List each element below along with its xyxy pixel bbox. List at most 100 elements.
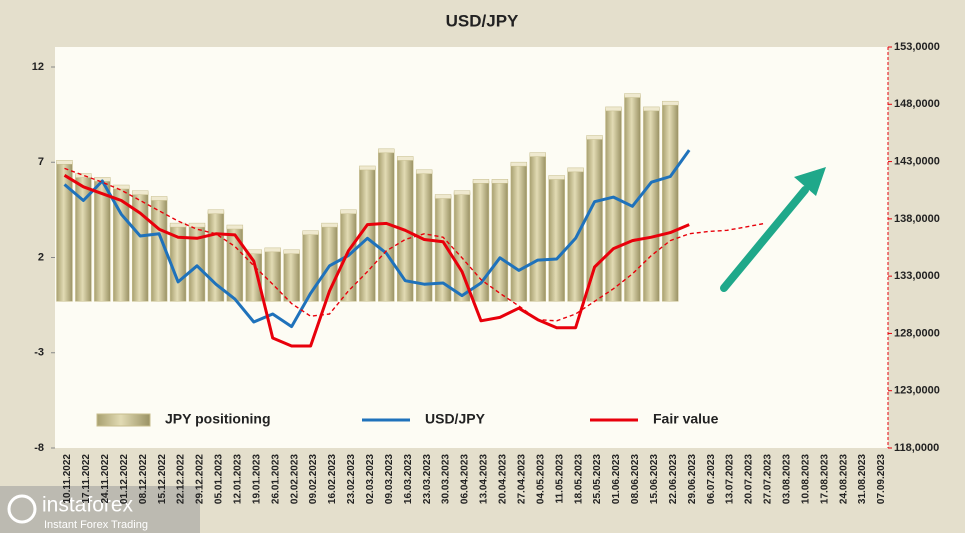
logo-subtext: Instant Forex Trading xyxy=(44,519,148,531)
x-tick-label: 22.06.2023 xyxy=(668,454,679,504)
bar xyxy=(643,108,660,302)
x-tick-label: 08.06.2023 xyxy=(630,454,641,504)
x-tick-label: 06.07.2023 xyxy=(706,454,717,504)
bar xyxy=(548,177,565,302)
x-tick-label: 25.05.2023 xyxy=(592,454,603,504)
line xyxy=(63,149,691,329)
y-tick-label: 2 xyxy=(38,251,44,263)
x-tick-label: 17.08.2023 xyxy=(819,454,830,504)
trend-arrow xyxy=(720,167,826,292)
bar-top xyxy=(378,148,395,154)
y2-tick-label: 153,0000 xyxy=(894,41,940,53)
logo-text: instaforex xyxy=(42,494,134,517)
x-tick-label: 15.12.2022 xyxy=(157,454,168,504)
x-tick-label: 13.04.2023 xyxy=(479,454,490,504)
logo-icon xyxy=(7,494,37,524)
bar xyxy=(662,102,679,302)
bar-top xyxy=(510,161,528,167)
bar xyxy=(94,179,111,302)
y2-tick-label: 148,0000 xyxy=(894,98,940,110)
x-tick-label: 16.02.2023 xyxy=(327,454,338,504)
y-tick-label: -3 xyxy=(34,347,44,359)
legend-label: JPY positioning xyxy=(165,411,271,427)
bar-top xyxy=(548,175,565,180)
bar-top xyxy=(75,173,92,178)
bar-top xyxy=(207,209,225,215)
bar-top xyxy=(131,190,149,195)
bar xyxy=(529,154,546,302)
x-tick-label: 31.08.2023 xyxy=(857,454,868,504)
bar-top xyxy=(567,167,584,173)
x-tick-label: 16.03.2023 xyxy=(403,454,414,504)
bar-top xyxy=(643,106,660,112)
x-tick-label: 01.06.2023 xyxy=(611,454,622,504)
bar-top xyxy=(586,135,603,140)
arrow-shaft xyxy=(720,186,809,292)
bar xyxy=(491,181,509,302)
legend-label: USD/JPY xyxy=(425,411,486,427)
chart-title: USD/JPY xyxy=(446,11,519,30)
x-tick-label: 03.08.2023 xyxy=(782,454,793,504)
dashed-line xyxy=(64,167,766,322)
y2-tick-label: 128,0000 xyxy=(894,327,940,339)
bar-top xyxy=(605,106,622,112)
bar-top xyxy=(283,249,300,255)
bar-top xyxy=(491,179,509,184)
logo-bg xyxy=(0,486,200,533)
legend-swatch xyxy=(96,413,151,427)
x-tick-label: 02.02.2023 xyxy=(289,454,300,504)
x-tick-label: 24.08.2023 xyxy=(838,454,849,504)
x-tick-label: 09.02.2023 xyxy=(308,454,319,504)
bar-top xyxy=(226,224,244,230)
x-tick-label: 22.12.2022 xyxy=(176,454,187,504)
bar-top xyxy=(434,194,452,199)
x-tick-label: 01.12.2022 xyxy=(119,454,130,504)
x-tick-label: 09.03.2023 xyxy=(384,454,395,504)
bar-top xyxy=(150,196,168,201)
x-tick-label: 17.11.2022 xyxy=(81,454,92,504)
x-tick-label: 23.03.2023 xyxy=(422,454,433,504)
bar-top xyxy=(472,179,490,184)
y2-tick-label: 138,0000 xyxy=(894,213,940,225)
bar-top xyxy=(415,169,433,175)
bar-top xyxy=(624,93,641,98)
bar xyxy=(586,137,603,302)
x-tick-label: 29.12.2022 xyxy=(195,454,206,504)
bar-top xyxy=(56,160,73,165)
x-tick-label: 20.07.2023 xyxy=(744,454,755,504)
x-tick-label: 12.01.2023 xyxy=(232,454,243,504)
x-tick-label: 07.09.2023 xyxy=(876,454,887,504)
y2-tick-label: 118,0000 xyxy=(894,442,939,454)
x-tick-label: 18.05.2023 xyxy=(573,454,584,504)
x-tick-label: 05.01.2023 xyxy=(214,454,225,504)
y-tick-label: 7 xyxy=(38,156,44,168)
x-tick-label: 20.04.2023 xyxy=(498,454,509,504)
arrow-head xyxy=(794,167,826,196)
x-tick-label: 23.02.2023 xyxy=(346,454,357,504)
x-tick-label: 10.11.2022 xyxy=(62,454,73,504)
x-tick-label: 13.07.2023 xyxy=(725,454,736,504)
x-tick-label: 30.03.2023 xyxy=(441,454,452,504)
bar-top xyxy=(340,209,357,215)
bar-top xyxy=(188,222,206,228)
y2-tick-label: 143,0000 xyxy=(894,155,940,167)
x-tick-label: 19.01.2023 xyxy=(251,454,262,504)
bar-top xyxy=(662,100,679,106)
bar xyxy=(56,162,73,302)
bar-top xyxy=(113,184,130,190)
bar-top xyxy=(529,152,546,157)
bar-top xyxy=(397,156,414,161)
bar xyxy=(264,249,281,302)
bar xyxy=(283,251,300,302)
x-tick-label: 11.05.2023 xyxy=(554,454,565,504)
bar-top xyxy=(264,247,281,253)
x-tick-label: 06.04.2023 xyxy=(460,454,471,504)
bar-top xyxy=(169,222,187,228)
x-tick-label: 27.07.2023 xyxy=(763,454,774,504)
line xyxy=(63,174,690,348)
x-tick-label: 27.04.2023 xyxy=(516,454,527,504)
legend-label: Fair value xyxy=(653,411,719,427)
x-tick-label: 04.05.2023 xyxy=(535,454,546,504)
x-tick-label: 10.08.2023 xyxy=(800,454,811,504)
